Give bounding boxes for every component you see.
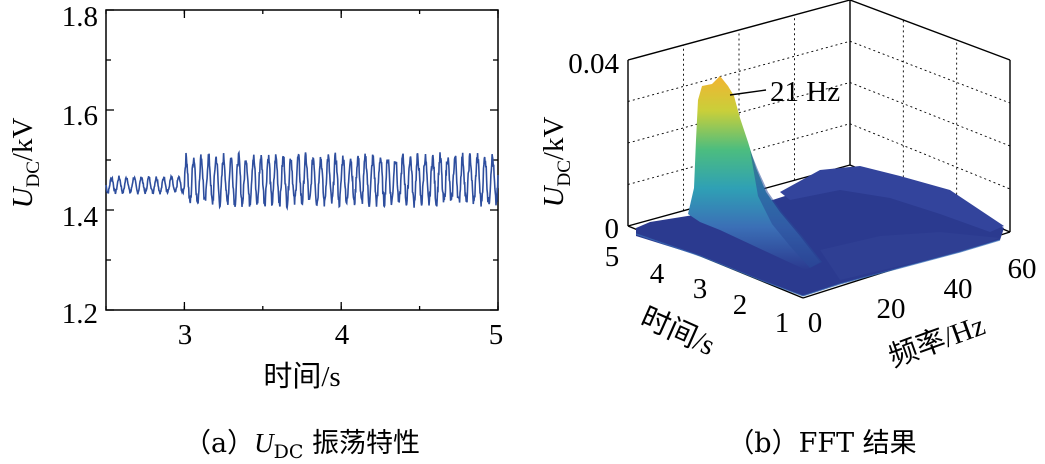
grid-line [849, 82, 1011, 147]
ytick-b-2: 2 [733, 289, 748, 321]
xtick-4: 4 [335, 319, 350, 351]
ztick-0: 0 [605, 213, 620, 245]
surface-ridge-b [820, 232, 1000, 280]
fft-surface [635, 76, 1004, 297]
caption-b: （b）FFT 结果 [727, 428, 916, 459]
y-axis-label-a: UDC/kV [7, 118, 44, 209]
udc-line [105, 149, 499, 211]
grid-line [849, 40, 1011, 104]
x-axis-label-a: 时间/s [263, 360, 340, 393]
annotation-21hz: 21 Hz [770, 76, 840, 108]
ytick-1-8: 1.8 [62, 1, 98, 33]
ytick-b-1: 1 [775, 307, 790, 339]
ytick-b-4: 4 [650, 258, 665, 290]
grid-line [849, 123, 1011, 190]
surface-floor [636, 176, 1004, 296]
xtick-b-0: 0 [808, 307, 823, 339]
panel-a: 1.8 1.6 1.4 1.2 3 4 5 时间/s UDC/kV （a）UDC… [7, 1, 503, 463]
y-axis-label-b: 时间/s [636, 301, 720, 363]
ztick-0-04: 0.04 [568, 48, 619, 80]
axis-ticks-a [105, 9, 499, 311]
z-axis-label-b: UDC/kV [538, 117, 575, 208]
ytick-1-4: 1.4 [62, 201, 99, 233]
ytick-1-2: 1.2 [62, 298, 98, 330]
xtick-b-20: 20 [877, 293, 906, 325]
xtick-3: 3 [178, 319, 193, 351]
grid-b [627, 15, 1011, 211]
surface-front-edge [635, 233, 1001, 297]
peak-shade [750, 150, 822, 268]
grid-line [627, 40, 851, 102]
xtick-b-60: 60 [1008, 253, 1037, 285]
surface-ridge-a [780, 166, 1004, 232]
ytick-b-3: 3 [693, 273, 708, 305]
ytick-1-6: 1.6 [62, 100, 98, 132]
xtick-b-40: 40 [944, 273, 973, 305]
annotation-leader [729, 89, 767, 96]
panel-b: 21 Hz 0.04 0 5 4 3 2 1 0 20 40 60 UDC/kV… [538, 0, 1037, 459]
xtick-5: 5 [489, 319, 504, 351]
caption-a: （a）UDC 振荡特性 [184, 428, 420, 463]
ytick-b-5: 5 [605, 241, 620, 273]
grid-line [627, 82, 851, 144]
